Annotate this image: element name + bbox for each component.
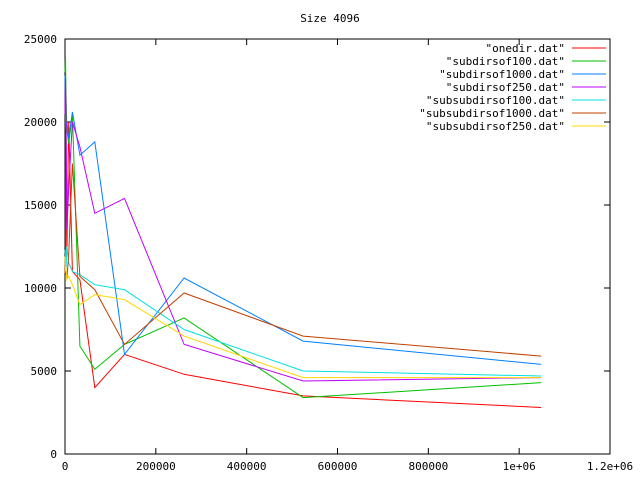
legend-label: "subsubdirsof100.dat" xyxy=(426,94,565,107)
series-line-0 xyxy=(64,113,542,408)
series-line-6 xyxy=(64,256,542,379)
y-tick-label: 25000 xyxy=(24,33,57,46)
legend-label: "subdirsof250.dat" xyxy=(446,81,565,94)
legend: "onedir.dat""subdirsof100.dat""subdirsof… xyxy=(419,42,606,133)
legend-label: "subsubdirsof250.dat" xyxy=(426,120,565,133)
y-tick-label: 5000 xyxy=(31,365,58,378)
x-tick-label: 1.2e+06 xyxy=(587,460,633,473)
x-tick-label: 200000 xyxy=(136,460,176,473)
legend-label: "subdirsof100.dat" xyxy=(446,55,565,68)
x-tick-label: 600000 xyxy=(318,460,358,473)
y-tick-label: 10000 xyxy=(24,282,57,295)
y-tick-label: 15000 xyxy=(24,199,57,212)
x-tick-label: 400000 xyxy=(227,460,267,473)
series-line-3 xyxy=(64,77,542,382)
x-tick-label: 0 xyxy=(62,460,69,473)
legend-label: "subdirsof1000.dat" xyxy=(439,68,565,81)
series-line-5 xyxy=(64,163,542,357)
y-tick-label: 0 xyxy=(50,448,57,461)
series-line-4 xyxy=(64,246,542,377)
x-tick-label: 800000 xyxy=(408,460,448,473)
series-layer xyxy=(64,55,542,408)
x-tick-label: 1e+06 xyxy=(503,460,536,473)
legend-label: "subsubdirsof1000.dat" xyxy=(419,107,565,120)
chart-title: Size 4096 xyxy=(300,12,360,25)
y-axis-ticks: 0 5000 10000 15000 20000 25000 xyxy=(24,33,610,461)
legend-label: "onedir.dat" xyxy=(486,42,565,55)
y-tick-label: 20000 xyxy=(24,116,57,129)
x-axis-ticks: 0 200000 400000 600000 800000 1e+06 1.2e+06 xyxy=(62,39,633,473)
